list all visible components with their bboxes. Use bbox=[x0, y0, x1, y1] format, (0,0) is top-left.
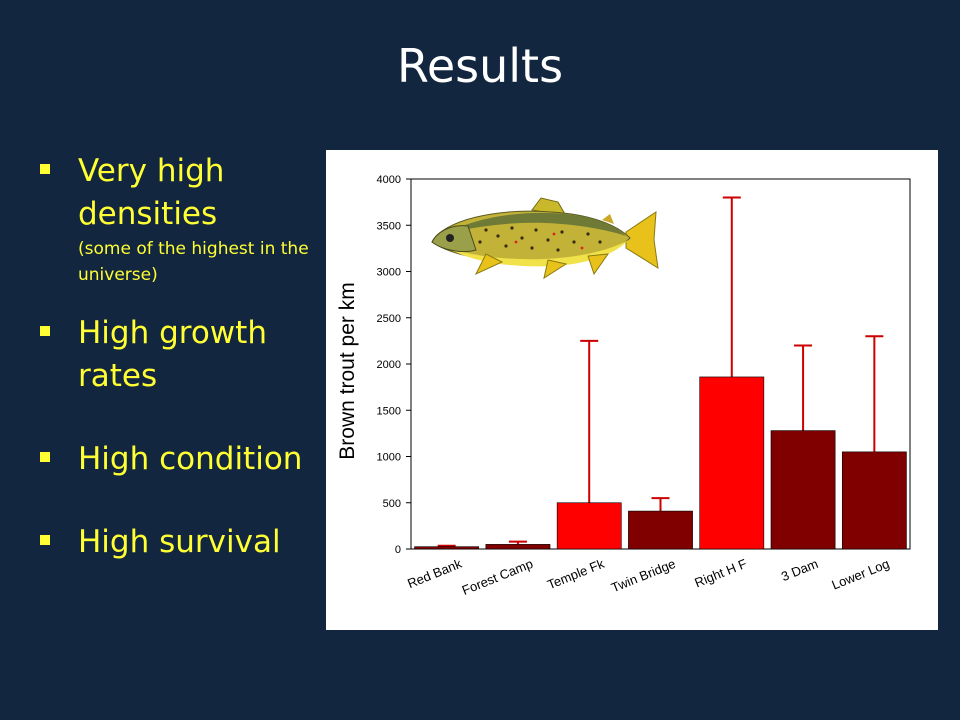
square-bullet-icon bbox=[40, 326, 50, 336]
bullet-item: High growth rates bbox=[38, 312, 318, 398]
x-tick-label: Lower Log bbox=[830, 556, 892, 593]
slide-title: Results bbox=[396, 39, 564, 93]
x-tick-label: Right H F bbox=[692, 556, 749, 590]
bar-chart: 0 500 1000 1500 2000 2500 3000 3500 4000 Brown tr… bbox=[336, 174, 911, 598]
bullet-main-text: High growth rates bbox=[78, 315, 267, 394]
x-tick-label: Forest Camp bbox=[460, 556, 535, 598]
y-tick-label: 2500 bbox=[377, 313, 401, 325]
y-tick-label: 1500 bbox=[377, 405, 401, 417]
square-bullet-icon bbox=[40, 164, 50, 174]
bullet-main-text: Very high densities bbox=[78, 153, 225, 232]
y-tick-label: 3500 bbox=[377, 220, 401, 232]
bullet-main-text: High survival bbox=[78, 524, 281, 560]
x-tick-label: Twin Bridge bbox=[609, 556, 678, 595]
x-tick-label: Temple Fk bbox=[545, 556, 607, 593]
bullet-sub-text: (some of the highest in the universe) bbox=[78, 239, 309, 285]
y-tick-label: 3000 bbox=[377, 267, 401, 279]
x-tick-label: Red Bank bbox=[405, 556, 464, 591]
bullet-main-text: High condition bbox=[78, 441, 303, 477]
brown-trout-illustration bbox=[431, 197, 659, 280]
bar bbox=[841, 451, 907, 550]
chart-panel: 0 500 1000 1500 2000 2500 3000 3500 4000 Brown tr… bbox=[326, 150, 938, 630]
bar bbox=[770, 430, 836, 550]
bar bbox=[556, 502, 622, 550]
bullet-list: Very high densities (some of the highest… bbox=[38, 150, 318, 564]
bullet-item: High survival bbox=[38, 521, 318, 564]
y-tick-label: 0 bbox=[395, 544, 401, 556]
x-tick-label: 3 Dam bbox=[779, 556, 820, 584]
y-tick-label: 500 bbox=[383, 498, 401, 510]
square-bullet-icon bbox=[40, 452, 50, 462]
y-axis-label: Brown trout per km bbox=[336, 282, 359, 459]
y-tick-label: 4000 bbox=[377, 174, 401, 186]
bar bbox=[628, 510, 693, 550]
bar bbox=[485, 544, 551, 550]
y-tick-label: 2000 bbox=[377, 359, 401, 371]
y-tick-label: 1000 bbox=[377, 452, 401, 464]
bullet-item: High condition bbox=[38, 438, 318, 481]
bar bbox=[699, 376, 765, 550]
bullet-item: Very high densities (some of the highest… bbox=[38, 150, 318, 288]
square-bullet-icon bbox=[40, 535, 50, 545]
bar bbox=[414, 546, 480, 550]
